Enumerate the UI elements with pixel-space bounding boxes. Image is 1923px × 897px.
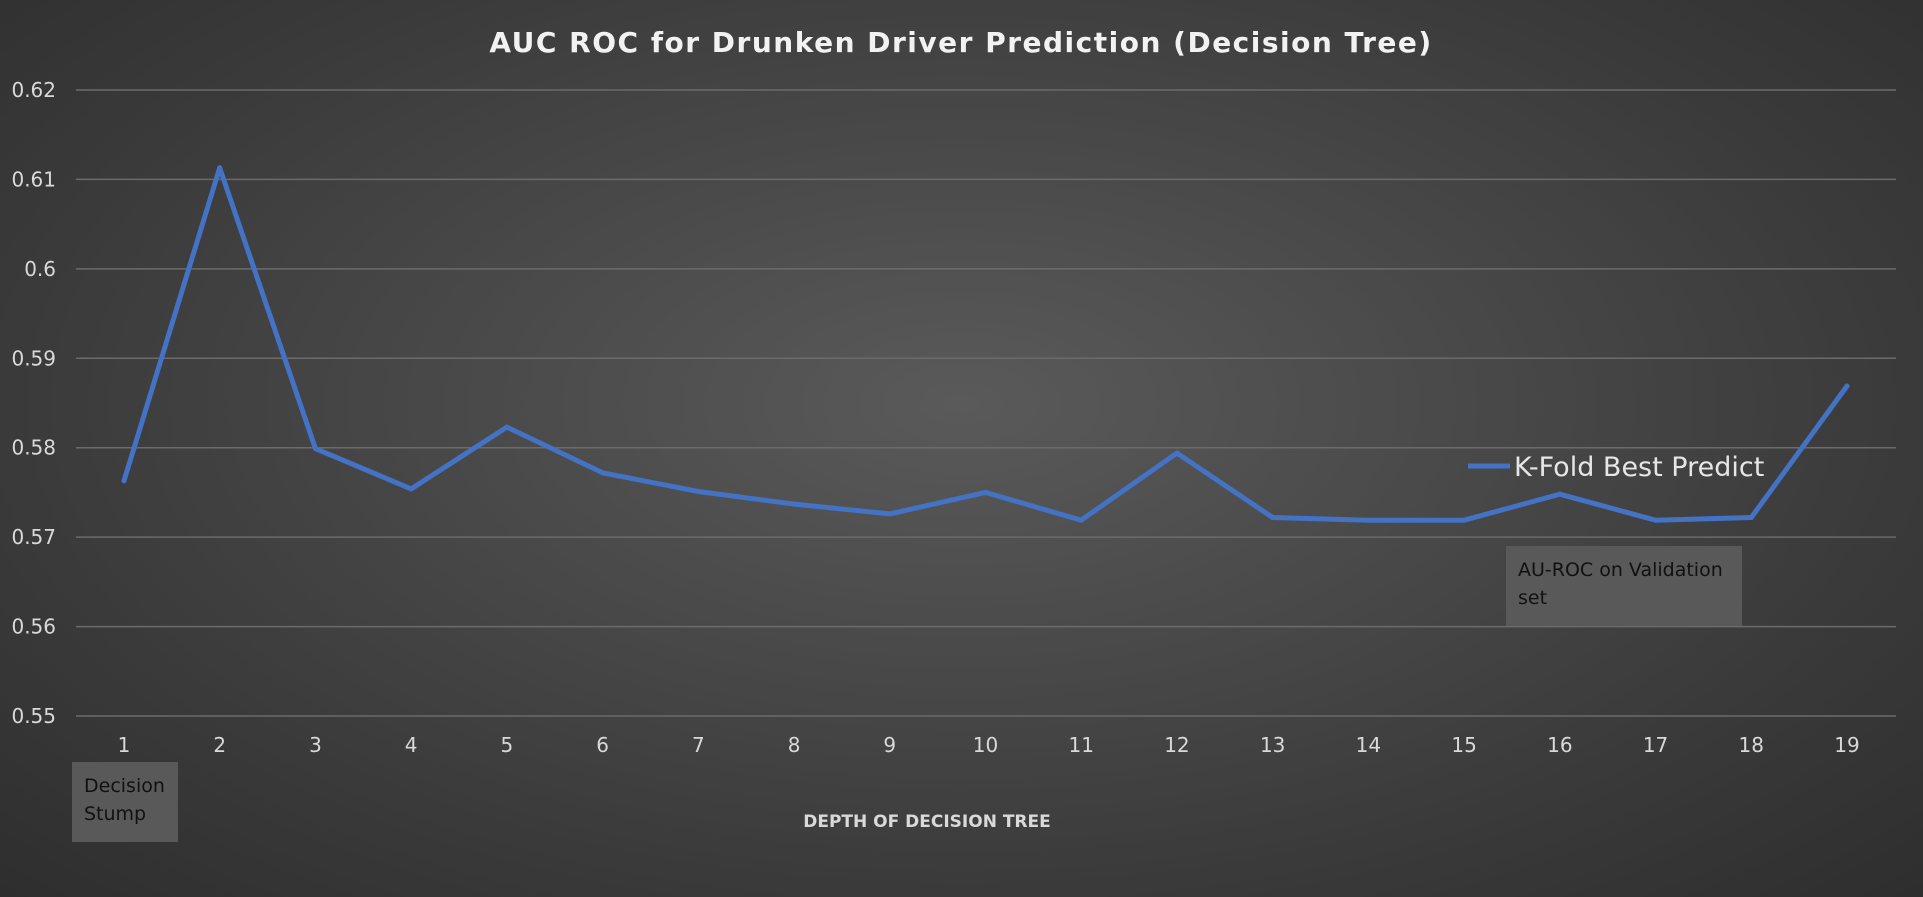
gridlines [76, 89, 1896, 717]
x-tick-label: 5 [501, 733, 514, 757]
x-tick-label: 15 [1451, 733, 1476, 757]
y-axis-ticks: 0.62 0.61 0.6 0.59 0.58 0.57 0.56 0.55 [11, 78, 56, 728]
data-point [217, 165, 223, 171]
y-tick-label: 0.61 [11, 167, 56, 191]
y-tick-label: 0.58 [11, 436, 56, 460]
legend-label: K-Fold Best Predict [1514, 452, 1764, 483]
y-tick-label: 0.55 [11, 704, 56, 728]
data-point [1270, 514, 1276, 520]
x-tick-label: 17 [1643, 733, 1668, 757]
data-point [1557, 491, 1563, 497]
annotation-validation-set: AU-ROC on Validation set [1506, 546, 1742, 626]
data-point [695, 489, 701, 495]
data-point [887, 511, 893, 517]
y-tick-label: 0.57 [11, 525, 56, 549]
data-point [1078, 517, 1084, 523]
data-point [121, 478, 127, 484]
data-point [408, 486, 414, 492]
data-point [312, 446, 318, 452]
y-tick-label: 0.6 [24, 257, 56, 281]
data-point [1844, 383, 1850, 389]
series-layer [121, 165, 1850, 523]
data-point [600, 470, 606, 476]
y-tick-label: 0.56 [11, 615, 56, 639]
x-tick-label: 11 [1068, 733, 1093, 757]
x-tick-label: 1 [118, 733, 131, 757]
x-tick-label: 3 [309, 733, 322, 757]
x-tick-label: 10 [973, 733, 998, 757]
data-point [983, 489, 988, 495]
x-tick-label: 16 [1547, 733, 1572, 757]
data-point [1653, 517, 1659, 523]
x-tick-label: 18 [1739, 733, 1764, 757]
x-tick-label: 9 [883, 733, 896, 757]
x-tick-label: 2 [213, 733, 226, 757]
data-point [504, 424, 510, 430]
y-tick-label: 0.59 [11, 346, 56, 370]
x-tick-label: 12 [1164, 733, 1189, 757]
data-point [791, 501, 797, 507]
x-axis-title: DEPTH OF DECISION TREE [803, 812, 1051, 832]
legend: K-Fold Best Predict [1468, 452, 1764, 483]
y-tick-label: 0.62 [11, 78, 56, 102]
x-tick-label: 8 [788, 733, 801, 757]
x-tick-label: 13 [1260, 733, 1285, 757]
annotation-decision-stump: Decision Stump [72, 762, 178, 842]
x-tick-label: 19 [1834, 733, 1859, 757]
data-point [1365, 517, 1371, 523]
x-tick-label: 4 [405, 733, 418, 757]
data-point [1461, 517, 1467, 523]
data-point [1748, 514, 1754, 520]
x-tick-label: 6 [596, 733, 609, 757]
x-tick-label: 14 [1356, 733, 1381, 757]
x-axis-ticks: 1 2 3 4 5 6 7 8 9 10 11 12 13 14 15 16 17 18 19 [118, 733, 1860, 757]
chart-title: AUC ROC for Drunken Driver Prediction (D… [489, 26, 1432, 59]
x-tick-label: 7 [692, 733, 705, 757]
data-point [1174, 450, 1180, 456]
